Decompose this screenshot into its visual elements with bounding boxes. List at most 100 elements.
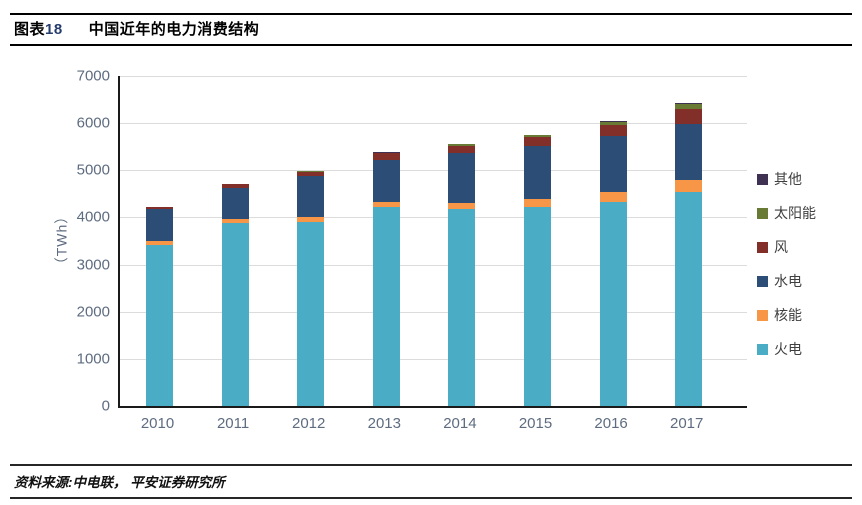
bar-segment-水电: [297, 176, 324, 218]
figure-title: 中国近年的电力消费结构: [88, 21, 260, 38]
bar-segment-核能: [373, 201, 400, 208]
bar-segment-水电: [524, 146, 551, 199]
y-tick-label: 7000: [76, 67, 110, 85]
bar-segment-其他: [600, 121, 627, 122]
source-note: 资料来源:中电联， 平安证券研究所: [14, 475, 225, 490]
plot-area: [118, 76, 747, 408]
x-tick-label: 2010: [140, 415, 175, 432]
gridline: [120, 170, 747, 172]
x-tick-label: 2011: [216, 415, 250, 432]
gridline: [120, 76, 747, 77]
bar-segment-水电: [222, 187, 249, 219]
legend-label: 风: [774, 239, 788, 255]
bar-segment-太阳能: [448, 144, 475, 146]
bar-segment-太阳能: [373, 152, 400, 154]
legend-swatch-icon: [757, 173, 768, 185]
x-tick-label: 2012: [292, 415, 326, 432]
bar-segment-水电: [675, 123, 702, 180]
gridline: [120, 264, 747, 266]
bar-segment-风: [297, 171, 324, 177]
y-tick-label: 0: [101, 397, 110, 415]
legend-item-核能: 核能: [757, 305, 816, 325]
y-tick-label: 5000: [76, 161, 110, 179]
bar-2015: [524, 134, 551, 406]
gridline: [120, 217, 747, 219]
bar-segment-风: [448, 145, 475, 153]
bar-2010: [146, 206, 173, 406]
legend-item-风: 风: [757, 237, 816, 257]
x-tick-label: 2014: [443, 415, 477, 432]
legend-label: 水电: [774, 273, 802, 289]
bar-segment-核能: [600, 191, 627, 202]
gridline: [120, 358, 747, 360]
y-tick-label: 2000: [76, 303, 110, 321]
bar-segment-火电: [448, 209, 475, 406]
x-tick-label: 2013: [367, 415, 401, 432]
bar-segment-火电: [600, 201, 627, 406]
x-tick-label: 2016: [594, 415, 628, 432]
bar-segment-火电: [297, 221, 324, 406]
y-tick-label: 1000: [76, 350, 110, 368]
figure-footer: 资料来源:中电联， 平安证券研究所: [10, 464, 852, 499]
bar-segment-火电: [373, 207, 400, 406]
bar-segment-太阳能: [675, 103, 702, 110]
bar-segment-水电: [448, 153, 475, 204]
legend-label: 太阳能: [774, 205, 816, 221]
stacked-bar-chart: （TWh） 0 1000 2000 3000 4000 5000 6000 7000 2010…: [0, 55, 862, 450]
x-tick-label: 2017: [670, 415, 704, 432]
legend-item-水电: 水电: [757, 271, 816, 291]
bar-segment-核能: [146, 241, 173, 245]
gridline: [120, 311, 747, 313]
bar-segment-核能: [524, 198, 551, 207]
bar-2011: [222, 183, 249, 406]
bar-segment-火电: [146, 244, 173, 406]
legend-item-太阳能: 太阳能: [757, 203, 816, 223]
y-tick-label: 3000: [76, 256, 110, 274]
bar-segment-风: [146, 206, 173, 209]
legend-swatch-icon: [757, 309, 768, 321]
bar-2012: [297, 170, 324, 406]
x-axis-ticks: 2010 2011 2012 2013 2014 2015 2016 2017: [118, 415, 745, 439]
bar-2014: [448, 143, 475, 406]
legend-item-其他: 其他: [757, 169, 816, 189]
bar-2016: [600, 121, 627, 406]
legend-label: 其他: [774, 171, 802, 187]
bar-segment-水电: [146, 208, 173, 242]
y-axis-ticks: 0 1000 2000 3000 4000 5000 6000 7000: [0, 68, 110, 415]
bar-segment-火电: [222, 223, 249, 406]
figure-tag-number: 18: [45, 21, 63, 38]
bar-segment-水电: [373, 159, 400, 202]
bar-segment-风: [600, 125, 627, 137]
gridline: [120, 123, 747, 125]
bar-segment-火电: [524, 206, 551, 406]
legend-label: 火电: [774, 341, 802, 357]
y-tick-label: 4000: [76, 208, 110, 226]
bar-segment-核能: [675, 179, 702, 192]
figure-header: 图表18 中国近年的电力消费结构: [10, 13, 852, 46]
bar-segment-水电: [600, 136, 627, 192]
bar-segment-风: [524, 137, 551, 147]
legend-swatch-icon: [757, 241, 768, 253]
figure-tag-prefix: 图表: [14, 21, 46, 38]
bar-segment-太阳能: [600, 121, 627, 126]
bar-2017: [675, 103, 702, 406]
y-tick-label: 6000: [76, 114, 110, 132]
bar-segment-核能: [297, 217, 324, 222]
bar-segment-其他: [675, 103, 702, 104]
chart-legend: 其他太阳能风水电核能火电: [757, 169, 816, 359]
legend-swatch-icon: [757, 275, 768, 287]
bar-2013: [373, 152, 400, 406]
bar-segment-风: [373, 153, 400, 160]
bar-segment-核能: [448, 203, 475, 210]
bar-segment-核能: [222, 219, 249, 224]
bar-segment-风: [222, 184, 249, 188]
legend-swatch-icon: [757, 207, 768, 219]
bar-segment-火电: [675, 191, 702, 406]
bar-segment-太阳能: [524, 135, 551, 138]
legend-item-火电: 火电: [757, 339, 816, 359]
x-tick-label: 2015: [518, 415, 553, 432]
legend-label: 核能: [774, 307, 802, 323]
bar-segment-风: [675, 109, 702, 124]
legend-swatch-icon: [757, 343, 768, 355]
